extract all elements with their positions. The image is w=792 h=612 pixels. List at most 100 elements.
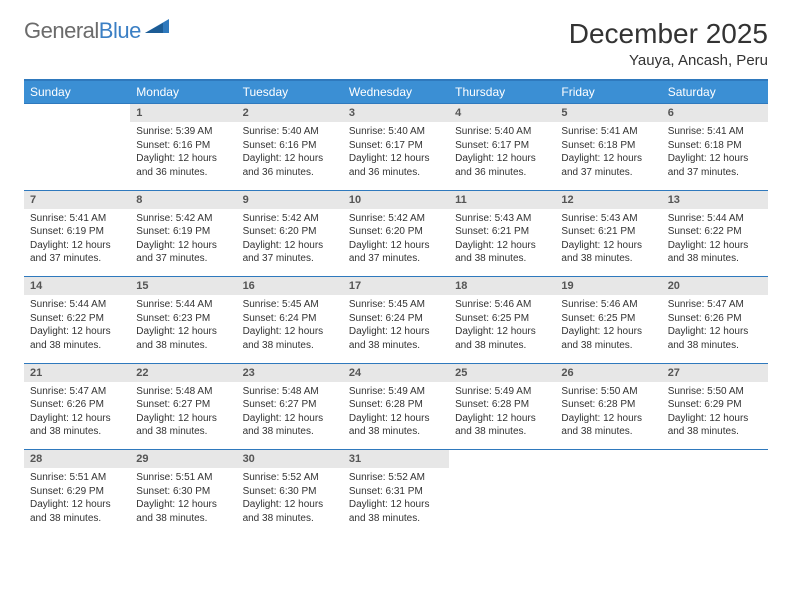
weekday-header: Thursday [449,80,555,104]
day-number-cell: 1 [130,104,236,123]
day-number-cell [555,450,661,469]
day-number-cell: 5 [555,104,661,123]
day-number-cell: 6 [662,104,768,123]
location-subtitle: Yauya, Ancash, Peru [569,52,768,69]
day-content-cell: Sunrise: 5:41 AMSunset: 6:18 PMDaylight:… [662,122,768,190]
day-content-cell: Sunrise: 5:50 AMSunset: 6:28 PMDaylight:… [555,382,661,450]
content-row: Sunrise: 5:41 AMSunset: 6:19 PMDaylight:… [24,209,768,277]
day-number-cell: 16 [237,277,343,296]
day-content-cell: Sunrise: 5:44 AMSunset: 6:23 PMDaylight:… [130,295,236,363]
day-number-cell [24,104,130,123]
logo: GeneralBlue [24,18,169,44]
header: GeneralBlue December 2025 Yauya, Ancash,… [24,18,768,69]
day-content-cell [662,468,768,536]
day-number-cell: 8 [130,190,236,209]
calendar-body: 123456Sunrise: 5:39 AMSunset: 6:16 PMDay… [24,104,768,537]
daynum-row: 123456 [24,104,768,123]
day-content-cell: Sunrise: 5:42 AMSunset: 6:20 PMDaylight:… [343,209,449,277]
day-content-cell [555,468,661,536]
weekday-header: Tuesday [237,80,343,104]
daynum-row: 21222324252627 [24,363,768,382]
day-content-cell: Sunrise: 5:46 AMSunset: 6:25 PMDaylight:… [555,295,661,363]
content-row: Sunrise: 5:47 AMSunset: 6:26 PMDaylight:… [24,382,768,450]
day-content-cell: Sunrise: 5:44 AMSunset: 6:22 PMDaylight:… [24,295,130,363]
day-content-cell: Sunrise: 5:52 AMSunset: 6:30 PMDaylight:… [237,468,343,536]
day-number-cell: 24 [343,363,449,382]
day-number-cell: 18 [449,277,555,296]
day-number-cell: 22 [130,363,236,382]
day-content-cell: Sunrise: 5:40 AMSunset: 6:17 PMDaylight:… [343,122,449,190]
day-number-cell: 10 [343,190,449,209]
day-number-cell: 19 [555,277,661,296]
day-content-cell: Sunrise: 5:46 AMSunset: 6:25 PMDaylight:… [449,295,555,363]
logo-text-1: General [24,18,99,43]
weekday-header: Monday [130,80,236,104]
weekday-header: Saturday [662,80,768,104]
day-number-cell: 12 [555,190,661,209]
weekday-header: Sunday [24,80,130,104]
day-number-cell: 25 [449,363,555,382]
day-number-cell: 30 [237,450,343,469]
day-number-cell [662,450,768,469]
weekday-row: SundayMondayTuesdayWednesdayThursdayFrid… [24,80,768,104]
day-number-cell: 4 [449,104,555,123]
day-content-cell: Sunrise: 5:49 AMSunset: 6:28 PMDaylight:… [449,382,555,450]
day-number-cell: 23 [237,363,343,382]
day-content-cell [449,468,555,536]
day-number-cell: 31 [343,450,449,469]
day-content-cell: Sunrise: 5:43 AMSunset: 6:21 PMDaylight:… [555,209,661,277]
day-number-cell: 2 [237,104,343,123]
day-number-cell: 3 [343,104,449,123]
day-number-cell [449,450,555,469]
day-content-cell: Sunrise: 5:44 AMSunset: 6:22 PMDaylight:… [662,209,768,277]
day-content-cell: Sunrise: 5:45 AMSunset: 6:24 PMDaylight:… [237,295,343,363]
day-content-cell: Sunrise: 5:40 AMSunset: 6:17 PMDaylight:… [449,122,555,190]
day-number-cell: 26 [555,363,661,382]
day-content-cell: Sunrise: 5:49 AMSunset: 6:28 PMDaylight:… [343,382,449,450]
day-content-cell: Sunrise: 5:43 AMSunset: 6:21 PMDaylight:… [449,209,555,277]
day-number-cell: 7 [24,190,130,209]
day-number-cell: 11 [449,190,555,209]
day-content-cell: Sunrise: 5:40 AMSunset: 6:16 PMDaylight:… [237,122,343,190]
logo-text-2: Blue [99,18,141,43]
logo-text: GeneralBlue [24,18,141,44]
day-content-cell: Sunrise: 5:41 AMSunset: 6:19 PMDaylight:… [24,209,130,277]
day-number-cell: 20 [662,277,768,296]
logo-triangle-icon [145,19,169,37]
weekday-header: Friday [555,80,661,104]
day-content-cell: Sunrise: 5:41 AMSunset: 6:18 PMDaylight:… [555,122,661,190]
day-number-cell: 17 [343,277,449,296]
page-title: December 2025 [569,18,768,50]
day-content-cell: Sunrise: 5:47 AMSunset: 6:26 PMDaylight:… [662,295,768,363]
day-content-cell [24,122,130,190]
day-number-cell: 15 [130,277,236,296]
weekday-header: Wednesday [343,80,449,104]
day-content-cell: Sunrise: 5:52 AMSunset: 6:31 PMDaylight:… [343,468,449,536]
daynum-row: 78910111213 [24,190,768,209]
day-content-cell: Sunrise: 5:51 AMSunset: 6:30 PMDaylight:… [130,468,236,536]
content-row: Sunrise: 5:51 AMSunset: 6:29 PMDaylight:… [24,468,768,536]
day-number-cell: 13 [662,190,768,209]
day-number-cell: 14 [24,277,130,296]
day-content-cell: Sunrise: 5:39 AMSunset: 6:16 PMDaylight:… [130,122,236,190]
content-row: Sunrise: 5:44 AMSunset: 6:22 PMDaylight:… [24,295,768,363]
day-content-cell: Sunrise: 5:50 AMSunset: 6:29 PMDaylight:… [662,382,768,450]
day-number-cell: 27 [662,363,768,382]
day-number-cell: 28 [24,450,130,469]
day-number-cell: 9 [237,190,343,209]
calendar-head: SundayMondayTuesdayWednesdayThursdayFrid… [24,80,768,104]
daynum-row: 28293031 [24,450,768,469]
day-content-cell: Sunrise: 5:42 AMSunset: 6:19 PMDaylight:… [130,209,236,277]
day-content-cell: Sunrise: 5:47 AMSunset: 6:26 PMDaylight:… [24,382,130,450]
day-content-cell: Sunrise: 5:45 AMSunset: 6:24 PMDaylight:… [343,295,449,363]
day-content-cell: Sunrise: 5:42 AMSunset: 6:20 PMDaylight:… [237,209,343,277]
day-content-cell: Sunrise: 5:51 AMSunset: 6:29 PMDaylight:… [24,468,130,536]
day-content-cell: Sunrise: 5:48 AMSunset: 6:27 PMDaylight:… [130,382,236,450]
day-content-cell: Sunrise: 5:48 AMSunset: 6:27 PMDaylight:… [237,382,343,450]
day-number-cell: 29 [130,450,236,469]
content-row: Sunrise: 5:39 AMSunset: 6:16 PMDaylight:… [24,122,768,190]
calendar-table: SundayMondayTuesdayWednesdayThursdayFrid… [24,79,768,536]
day-number-cell: 21 [24,363,130,382]
daynum-row: 14151617181920 [24,277,768,296]
title-block: December 2025 Yauya, Ancash, Peru [569,18,768,69]
